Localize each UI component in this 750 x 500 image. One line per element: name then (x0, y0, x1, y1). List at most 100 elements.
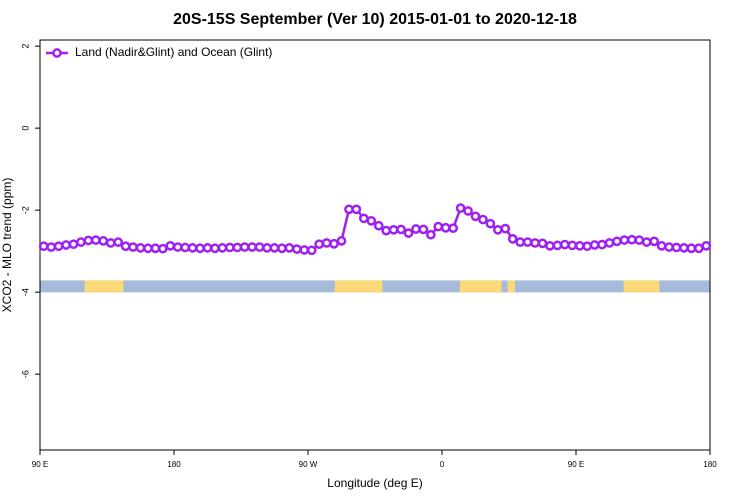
series-marker (254, 242, 265, 252)
series-marker (641, 237, 652, 247)
series-marker (291, 244, 302, 254)
series-marker (98, 236, 109, 246)
land-segment (459, 280, 502, 293)
y-tick-label: -4 (20, 288, 30, 296)
series-marker (202, 243, 213, 253)
series-marker (68, 239, 79, 250)
series-marker (701, 240, 712, 251)
series-marker (217, 243, 228, 253)
series-marker (224, 242, 235, 253)
series-marker (53, 241, 64, 252)
series-marker (574, 240, 585, 251)
series-marker (351, 204, 362, 215)
series-marker (269, 243, 280, 253)
series-marker (239, 242, 250, 252)
y-tick-label: -6 (20, 370, 30, 378)
series-marker (277, 243, 287, 254)
series-marker (321, 238, 332, 248)
series-marker (373, 220, 384, 231)
series-marker (507, 234, 518, 244)
series-marker (567, 240, 578, 251)
y-axis-label: XCO2 - MLO trend (ppm) (0, 178, 14, 313)
series-marker (150, 243, 161, 254)
series-marker (38, 241, 49, 252)
series-marker (671, 242, 682, 253)
series-marker (329, 238, 339, 249)
x-tick-label: 90 E (568, 460, 584, 469)
series-marker (262, 243, 272, 253)
series-marker (113, 237, 124, 247)
series-marker (582, 241, 593, 252)
series-marker (306, 245, 317, 256)
series-marker (634, 235, 645, 245)
series-marker (344, 204, 354, 215)
legend-label: Land (Nadir&Glint) and Ocean (Glint) (75, 45, 272, 59)
series-marker (440, 222, 451, 233)
series-marker (470, 211, 481, 222)
series-marker (396, 224, 406, 235)
series-marker (418, 224, 429, 235)
x-tick-label: 90 E (32, 460, 48, 469)
series-marker (649, 236, 660, 247)
series-marker (172, 242, 183, 252)
chart-title: 20S-15S September (Ver 10) 2015-01-01 to… (173, 11, 577, 28)
series-marker (597, 239, 607, 250)
land-segment (334, 280, 383, 293)
series-marker (515, 237, 526, 247)
series-marker (143, 243, 153, 254)
series-marker (76, 237, 86, 247)
series-marker (165, 240, 176, 251)
series-marker (187, 243, 198, 253)
y-tick-label: -2 (20, 206, 30, 214)
series-marker (530, 238, 540, 248)
series-marker (545, 240, 555, 251)
series-marker (247, 242, 258, 252)
series-marker (612, 236, 622, 247)
series-marker (463, 206, 473, 216)
series-marker (478, 214, 488, 225)
legend-marker (52, 48, 62, 58)
series-marker (120, 241, 131, 252)
series-marker (522, 237, 533, 247)
land-segment (84, 280, 124, 293)
series-marker (425, 229, 436, 240)
series-marker (232, 242, 243, 253)
series-marker (559, 239, 570, 250)
series-marker (411, 224, 421, 234)
series-marker (448, 223, 459, 234)
series-marker (157, 243, 168, 254)
land-segment (623, 280, 660, 293)
series-marker (180, 242, 191, 253)
series-marker (619, 235, 630, 245)
series-marker (492, 224, 503, 235)
series-marker (693, 243, 704, 254)
series-marker (552, 240, 563, 251)
series-marker (83, 235, 94, 246)
series-marker (604, 238, 615, 248)
x-tick-label: 0 (440, 460, 445, 469)
series-marker (195, 243, 205, 254)
series-marker (210, 243, 220, 254)
series-marker (433, 221, 444, 232)
series-marker (299, 245, 310, 255)
series-marker (500, 223, 511, 234)
x-tick-label: 180 (703, 460, 717, 469)
series-marker (381, 225, 392, 236)
series-marker (686, 243, 697, 254)
series-marker (358, 213, 369, 224)
series-marker (589, 240, 600, 250)
y-tick-label: 2 (20, 44, 30, 49)
series-marker (455, 203, 466, 213)
series-marker (90, 235, 101, 245)
series-marker (46, 242, 57, 252)
land-segment (507, 280, 515, 293)
series-marker (626, 234, 637, 245)
series-marker (128, 242, 138, 252)
series-marker (284, 243, 295, 253)
x-axis-label: Longitude (deg E) (327, 476, 422, 490)
series-marker (388, 224, 399, 235)
series-marker (485, 218, 496, 229)
series-marker (403, 228, 414, 238)
series-marker (537, 238, 548, 249)
